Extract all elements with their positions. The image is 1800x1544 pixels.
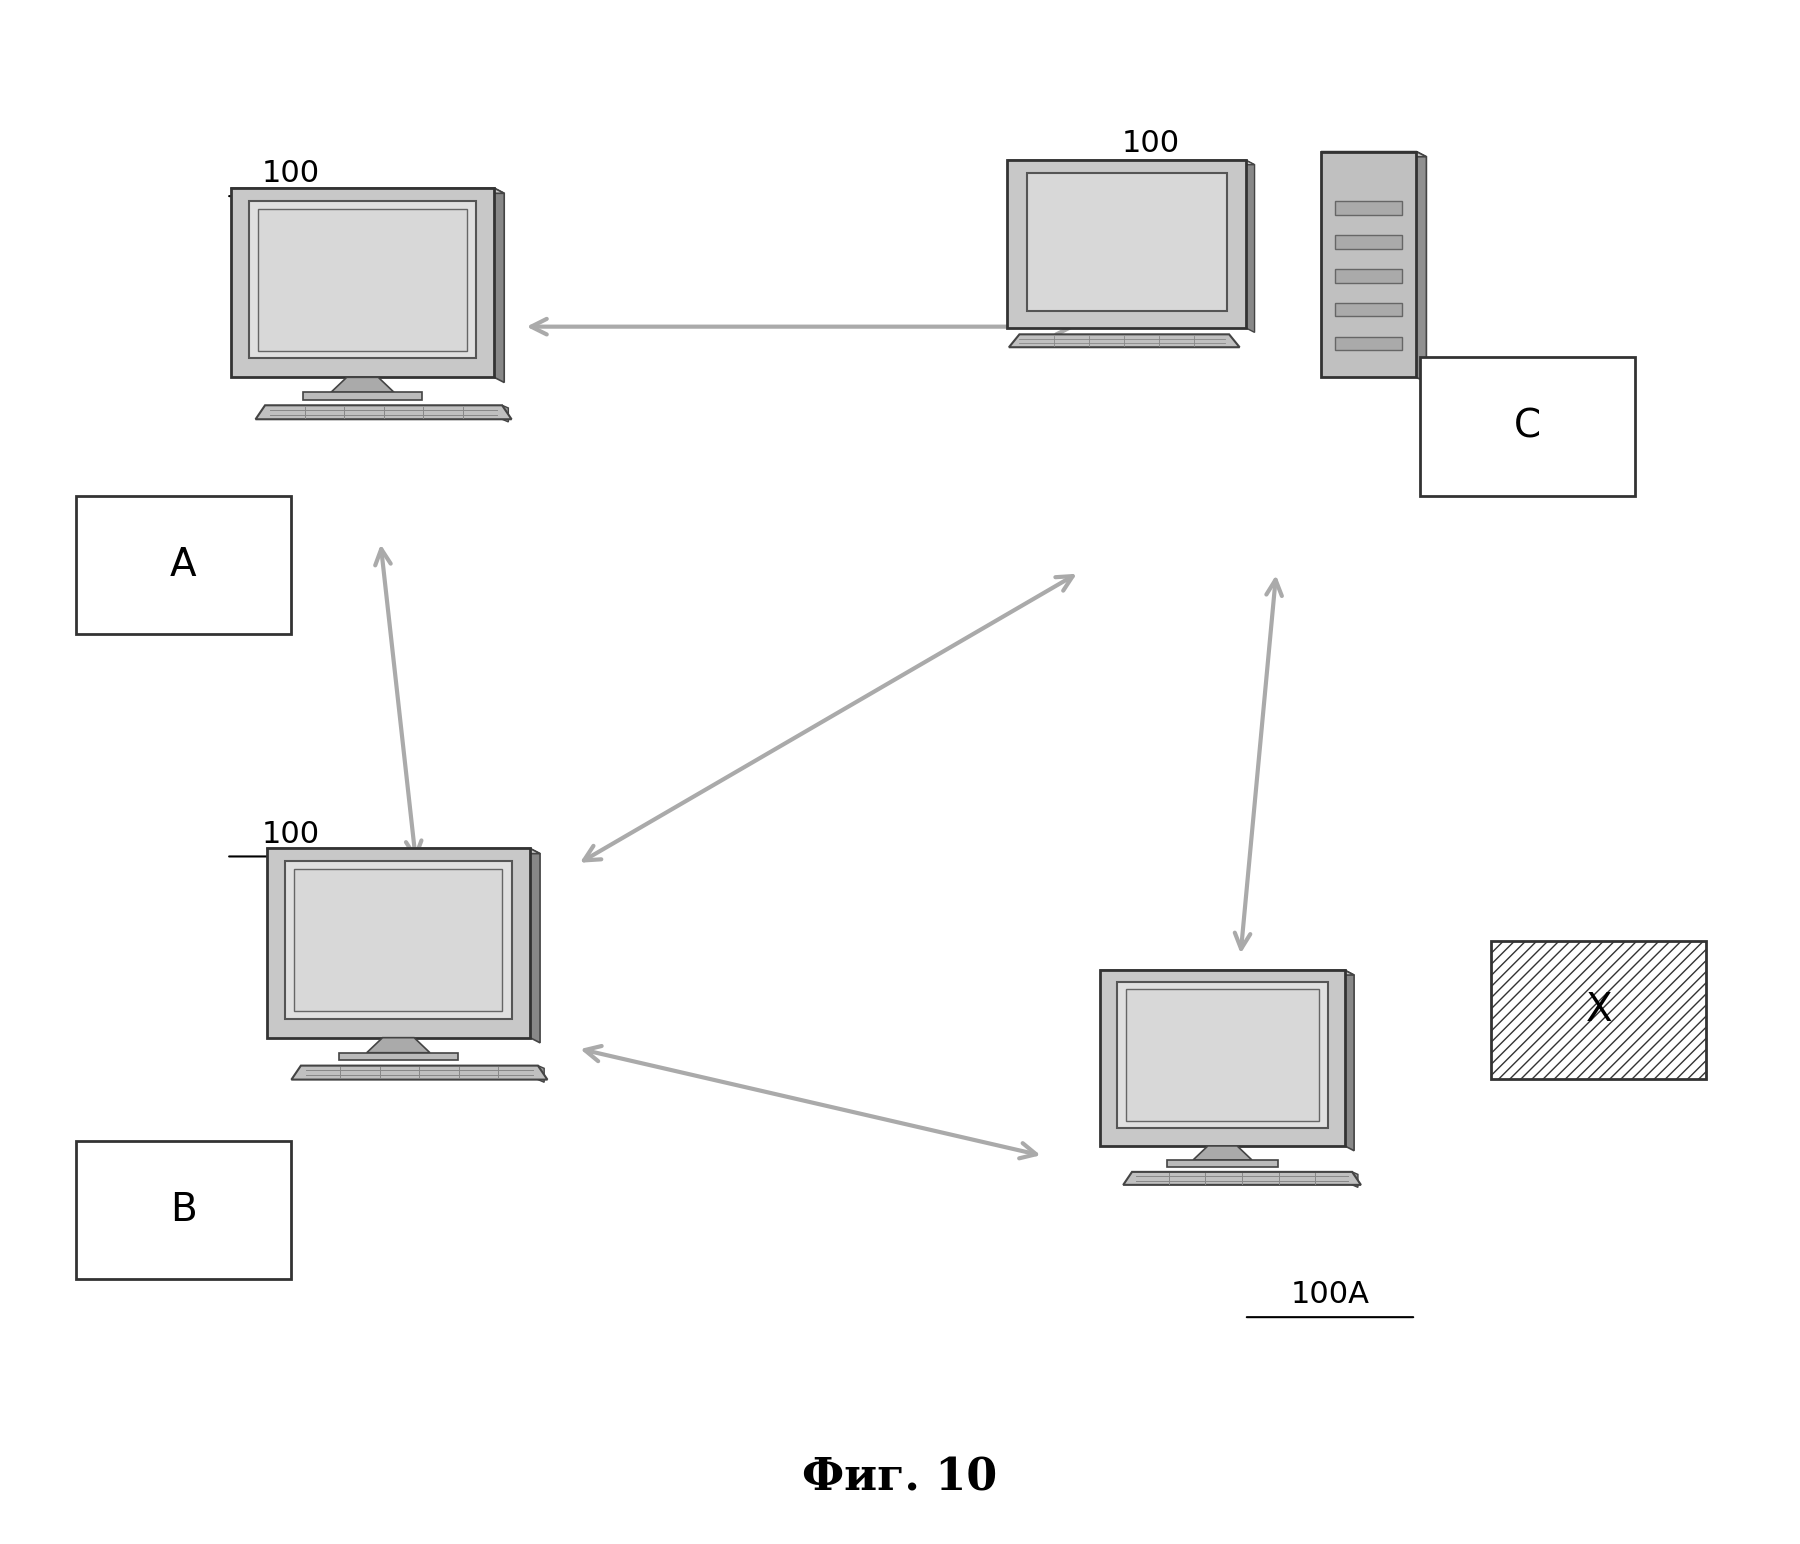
FancyBboxPatch shape xyxy=(76,1141,292,1278)
FancyBboxPatch shape xyxy=(1125,990,1319,1121)
Polygon shape xyxy=(502,405,508,422)
FancyBboxPatch shape xyxy=(1336,201,1402,215)
Polygon shape xyxy=(256,405,511,420)
Text: X: X xyxy=(1586,991,1613,1028)
Text: 100: 100 xyxy=(261,820,320,849)
Polygon shape xyxy=(1123,1172,1361,1184)
FancyBboxPatch shape xyxy=(1420,357,1634,496)
FancyBboxPatch shape xyxy=(1118,982,1328,1129)
Polygon shape xyxy=(1246,161,1255,332)
Text: A: A xyxy=(169,545,196,584)
Text: B: B xyxy=(169,1190,196,1229)
Polygon shape xyxy=(331,377,394,392)
Polygon shape xyxy=(529,849,540,1042)
FancyBboxPatch shape xyxy=(1026,173,1228,310)
FancyBboxPatch shape xyxy=(76,496,292,633)
Polygon shape xyxy=(1345,970,1354,1150)
Polygon shape xyxy=(1008,161,1255,165)
FancyBboxPatch shape xyxy=(259,208,466,350)
FancyBboxPatch shape xyxy=(1336,269,1402,283)
Polygon shape xyxy=(292,1065,547,1079)
Polygon shape xyxy=(266,849,540,854)
FancyBboxPatch shape xyxy=(1336,235,1402,249)
FancyBboxPatch shape xyxy=(1168,1160,1278,1167)
Polygon shape xyxy=(1321,151,1426,157)
Text: Фиг. 10: Фиг. 10 xyxy=(803,1458,997,1499)
Polygon shape xyxy=(495,188,504,383)
FancyBboxPatch shape xyxy=(1490,940,1706,1079)
Polygon shape xyxy=(1193,1146,1251,1160)
FancyBboxPatch shape xyxy=(230,188,495,377)
FancyBboxPatch shape xyxy=(1321,151,1417,377)
FancyBboxPatch shape xyxy=(266,849,529,1038)
FancyBboxPatch shape xyxy=(248,201,475,358)
Polygon shape xyxy=(1100,970,1354,976)
Text: 100: 100 xyxy=(261,159,320,188)
FancyBboxPatch shape xyxy=(1336,337,1402,350)
FancyBboxPatch shape xyxy=(295,869,502,1011)
FancyBboxPatch shape xyxy=(302,392,421,400)
FancyBboxPatch shape xyxy=(1336,303,1402,317)
Polygon shape xyxy=(1352,1172,1357,1187)
Polygon shape xyxy=(538,1065,544,1082)
FancyBboxPatch shape xyxy=(1008,161,1246,327)
Text: C: C xyxy=(1514,408,1541,446)
FancyBboxPatch shape xyxy=(1100,970,1345,1146)
FancyBboxPatch shape xyxy=(284,862,511,1019)
Polygon shape xyxy=(230,188,504,193)
Text: 100: 100 xyxy=(1121,128,1179,157)
Text: 100A: 100A xyxy=(1291,1280,1370,1309)
Polygon shape xyxy=(1010,335,1240,347)
FancyBboxPatch shape xyxy=(338,1053,457,1061)
Polygon shape xyxy=(367,1038,430,1053)
Polygon shape xyxy=(1417,151,1426,383)
